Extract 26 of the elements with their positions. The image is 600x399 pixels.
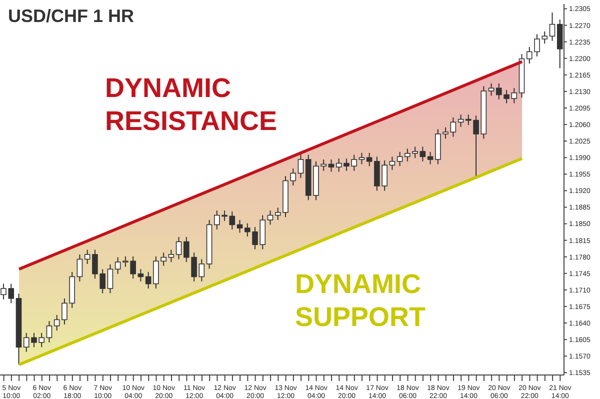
annotation: DYNAMIC RESISTANCE [105, 72, 278, 138]
candlestick [420, 146, 426, 162]
candlestick [458, 114, 464, 128]
candlestick [168, 249, 174, 263]
candlestick [176, 236, 182, 260]
candlestick [84, 249, 90, 264]
candlestick [358, 152, 365, 165]
candlestick [549, 12, 556, 42]
candlestick [76, 254, 83, 282]
candlestick [366, 152, 372, 167]
candlestick [389, 156, 396, 170]
candlestick [114, 256, 121, 274]
candlestick [267, 210, 274, 226]
candlestick [107, 264, 114, 294]
candlestick [427, 151, 434, 165]
candlestick [328, 158, 334, 172]
candlestick [236, 219, 243, 234]
candlestick [138, 268, 144, 282]
candlestick [145, 271, 152, 290]
candlestick [46, 320, 52, 343]
chart-title: USD/CHF 1 HR [8, 6, 134, 27]
candlestick [450, 116, 456, 138]
candlestick [396, 151, 403, 167]
candlestick [198, 258, 205, 282]
candlestick [488, 82, 494, 96]
annotation: DYNAMIC SUPPORT [295, 268, 426, 334]
